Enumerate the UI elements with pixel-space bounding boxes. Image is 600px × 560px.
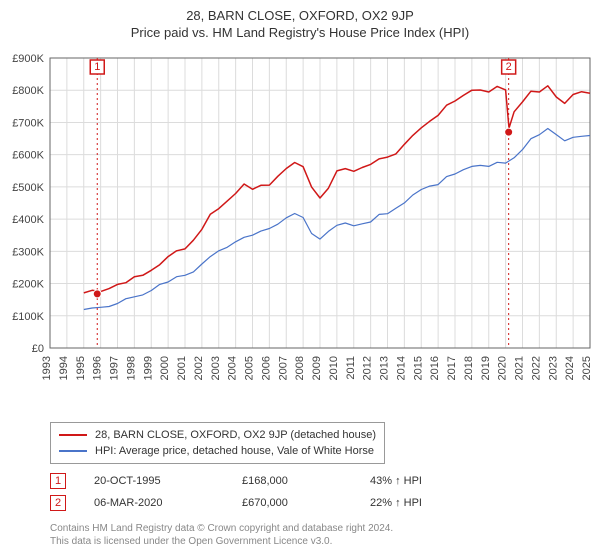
event-date: 06-MAR-2020 — [94, 497, 214, 509]
x-tick-label: 2000 — [159, 356, 171, 380]
y-tick-label: £100K — [12, 311, 44, 323]
x-tick-label: 2004 — [227, 356, 239, 380]
x-tick-label: 1994 — [58, 356, 70, 380]
x-tick-label: 2022 — [530, 356, 542, 380]
x-tick-label: 2008 — [294, 356, 306, 380]
legend-label: HPI: Average price, detached house, Vale… — [95, 445, 374, 457]
chart-area: £0 £100K £200K £300K £400K £500K £600K £700K £80… — [0, 48, 600, 418]
footer-line-1: Contains HM Land Registry data © Crown c… — [50, 522, 580, 535]
legend-swatch — [59, 434, 87, 436]
event-marker-2: 2 — [506, 61, 512, 73]
event-point-1 — [93, 290, 101, 298]
y-tick-label: £800K — [12, 85, 44, 97]
y-tick-label: £500K — [12, 182, 44, 194]
event-row-marker: 2 — [50, 495, 66, 511]
chart-title-sub: Price paid vs. HM Land Registry's House … — [0, 25, 600, 40]
x-tick-label: 2005 — [244, 356, 256, 380]
x-tick-label: 2019 — [480, 356, 492, 380]
x-tick-label: 2006 — [260, 356, 272, 380]
x-tick-label: 2023 — [547, 356, 559, 380]
x-tick-label: 2024 — [564, 356, 576, 380]
legend-item-hpi: HPI: Average price, detached house, Vale… — [59, 443, 376, 459]
x-tick-label: 1996 — [92, 356, 104, 380]
events-table: 1 20-OCT-1995 £168,000 43% ↑ HPI 2 06-MAR-202… — [50, 470, 580, 514]
x-tick-label: 2013 — [379, 356, 391, 380]
y-tick-label: £900K — [12, 53, 44, 65]
event-row-1: 1 20-OCT-1995 £168,000 43% ↑ HPI — [50, 470, 580, 492]
x-tick-label: 2025 — [581, 356, 593, 380]
event-price: £168,000 — [242, 475, 342, 487]
x-tick-label: 2009 — [311, 356, 323, 380]
x-tick-label: 2010 — [328, 356, 340, 380]
x-tick-label: 1999 — [142, 356, 154, 380]
footer-attribution: Contains HM Land Registry data © Crown c… — [50, 522, 580, 548]
event-price: £670,000 — [242, 497, 342, 509]
event-date: 20-OCT-1995 — [94, 475, 214, 487]
x-tick-label: 2003 — [210, 356, 222, 380]
event-point-2 — [505, 128, 513, 136]
x-tick-label: 2015 — [412, 356, 424, 380]
chart-svg: £0 £100K £200K £300K £400K £500K £600K £700K £80… — [0, 48, 600, 418]
event-row-2: 2 06-MAR-2020 £670,000 22% ↑ HPI — [50, 492, 580, 514]
y-tick-label: £700K — [12, 117, 44, 129]
footer-line-2: This data is licensed under the Open Gov… — [50, 535, 580, 548]
y-tick-label: £400K — [12, 214, 44, 226]
y-tick-label: £600K — [12, 150, 44, 162]
x-tick-label: 2016 — [429, 356, 441, 380]
x-tick-label: 2014 — [395, 356, 407, 380]
y-tick-label: £300K — [12, 246, 44, 258]
x-tick-label: 2001 — [176, 356, 188, 380]
x-tick-label: 2011 — [345, 356, 357, 380]
x-tick-label: 1998 — [125, 356, 137, 380]
x-tick-label: 2018 — [463, 356, 475, 380]
x-tick-label: 1993 — [41, 356, 53, 380]
x-tick-label: 2017 — [446, 356, 458, 380]
legend-swatch — [59, 450, 87, 452]
x-tick-label: 2021 — [514, 356, 526, 380]
chart-title-main: 28, BARN CLOSE, OXFORD, OX2 9JP — [0, 8, 600, 23]
x-tick-label: 2020 — [497, 356, 509, 380]
event-diff: 43% ↑ HPI — [370, 475, 490, 487]
event-marker-1: 1 — [94, 61, 100, 73]
legend-label: 28, BARN CLOSE, OXFORD, OX2 9JP (detache… — [95, 429, 376, 441]
x-tick-label: 2002 — [193, 356, 205, 380]
y-tick-label: £200K — [12, 279, 44, 291]
event-diff: 22% ↑ HPI — [370, 497, 490, 509]
x-tick-label: 2007 — [277, 356, 289, 380]
legend-item-property: 28, BARN CLOSE, OXFORD, OX2 9JP (detache… — [59, 427, 376, 443]
legend: 28, BARN CLOSE, OXFORD, OX2 9JP (detache… — [50, 422, 385, 464]
y-tick-label: £0 — [32, 343, 44, 355]
x-tick-label: 1997 — [109, 356, 121, 380]
x-tick-label: 1995 — [75, 356, 87, 380]
event-row-marker: 1 — [50, 473, 66, 489]
x-tick-label: 2012 — [362, 356, 374, 380]
